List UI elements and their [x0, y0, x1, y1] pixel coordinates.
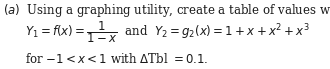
- Text: for $-1 < x < 1$ with $\Delta$Tbl $= 0.1.$: for $-1 < x < 1$ with $\Delta$Tbl $= 0.1…: [25, 52, 208, 66]
- Text: $Y_1 = f(x) = \dfrac{1}{1-x}$  and  $Y_2 = g_2(x) = 1 + x + x^2 + x^3$: $Y_1 = f(x) = \dfrac{1}{1-x}$ and $Y_2 =…: [25, 19, 310, 45]
- Text: $(a)$  Using a graphing utility, create a table of values with: $(a)$ Using a graphing utility, create a…: [3, 2, 330, 19]
